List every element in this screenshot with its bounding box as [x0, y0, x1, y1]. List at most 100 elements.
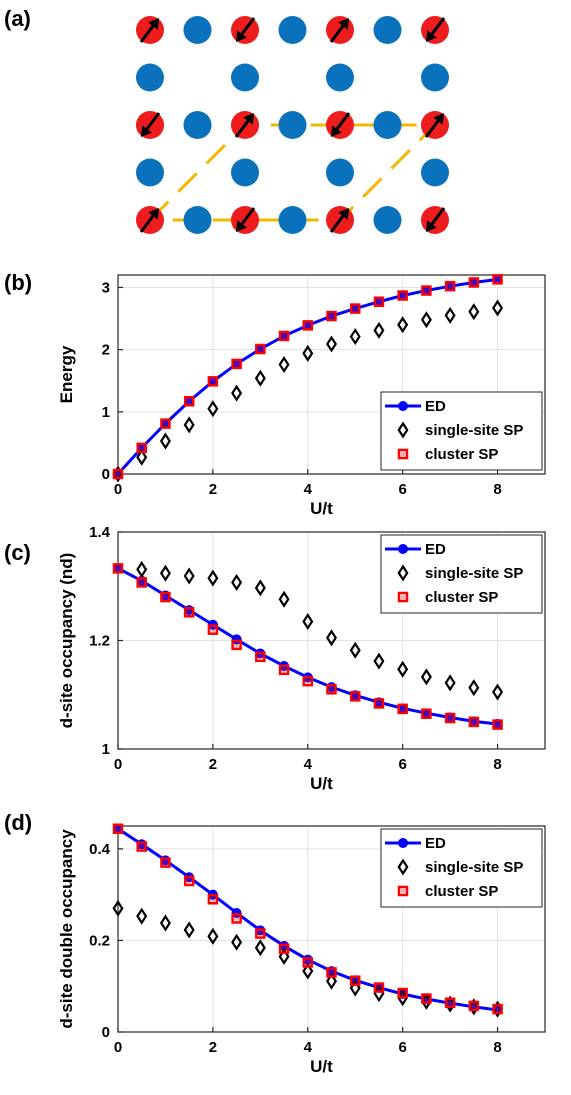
data-point-cluster-fill: [471, 719, 476, 724]
spin-arrow-head: [141, 125, 152, 137]
spin-arrow-head: [243, 113, 254, 125]
data-point-cluster-fill: [163, 595, 168, 600]
data-point-ed: [398, 838, 408, 848]
lattice-panel: (a): [4, 6, 449, 234]
data-point-cluster: [231, 913, 242, 924]
data-point-cluster-fill: [424, 996, 429, 1001]
spin-arrow-shaft: [333, 112, 351, 134]
x-tick-label: 8: [493, 1039, 501, 1056]
data-point-cluster-fill: [163, 860, 168, 865]
spin-arrow-head: [148, 208, 159, 220]
data-point-cluster-fill: [210, 627, 215, 632]
data-point-cluster-fill: [210, 379, 215, 384]
lattice-site: [231, 63, 259, 92]
data-point-cluster: [397, 591, 409, 603]
x-tick-label: 6: [398, 756, 406, 773]
data-point-cluster-fill: [329, 314, 334, 319]
data-point-single-site: [231, 384, 243, 402]
data-point-cluster: [231, 639, 242, 651]
data-point-cluster: [444, 280, 456, 292]
axes-frame: [117, 274, 546, 475]
data-point-single-site: [349, 328, 361, 346]
x-tick-label: 4: [304, 756, 313, 773]
data-point-single-site: [492, 299, 504, 317]
data-point-single-site: [254, 369, 266, 387]
data-point-cluster: [112, 468, 124, 480]
lattice-site: [278, 111, 307, 139]
data-point-single-site: [397, 421, 409, 439]
data-point-cluster: [112, 823, 124, 834]
data-point-cluster: [349, 303, 361, 314]
data-point-single-site: [231, 573, 243, 591]
spin-arrow-head: [338, 18, 349, 30]
legend-entry-label: single-site SP: [425, 859, 523, 876]
data-point-single-site: [373, 652, 385, 670]
data-point-single-site: [159, 914, 171, 932]
y-axis-label: Energy: [57, 345, 76, 403]
data-point-single-site: [183, 921, 195, 939]
data-point-cluster-fill: [353, 978, 358, 983]
data-point-cluster-fill: [495, 722, 500, 727]
data-point-single-site: [325, 629, 338, 647]
spin-arrow-shaft: [143, 112, 161, 134]
data-point-cluster: [183, 607, 195, 618]
x-tick-label: 2: [209, 481, 217, 498]
data-point-cluster: [183, 875, 195, 887]
lattice-site: [183, 16, 212, 44]
data-point-single-site: [468, 679, 480, 697]
x-axis-label: U/t: [310, 774, 333, 793]
spin-arrow-head: [338, 208, 349, 220]
data-point-cluster: [421, 993, 432, 1004]
y-tick-label: 2: [102, 342, 110, 359]
data-point-single-site: [254, 939, 266, 957]
lattice-site: [373, 16, 402, 44]
data-point-cluster-fill: [234, 916, 239, 921]
data-point-cluster-fill: [258, 347, 263, 352]
data-point-cluster: [444, 712, 456, 724]
data-point-cluster: [302, 675, 314, 687]
data-point-cluster-fill: [376, 985, 381, 990]
data-point-single-site: [112, 899, 124, 917]
data-point-cluster: [136, 841, 147, 852]
panel-label-c: (c): [4, 540, 31, 565]
lattice-site: [278, 16, 307, 44]
data-point-cluster: [255, 928, 266, 939]
data-point-cluster-fill: [471, 1003, 476, 1008]
lattice-site: [183, 111, 212, 139]
data-point-single-site: [207, 400, 219, 418]
x-tick-label: 4: [304, 1039, 313, 1056]
y-tick-label: 0.4: [89, 841, 111, 858]
spin-arrow-head: [426, 220, 437, 232]
data-point-single-site: [444, 674, 456, 692]
data-point-cluster-fill: [116, 566, 120, 571]
data-point-single-site: [397, 660, 409, 678]
data-point-cluster-fill: [353, 306, 358, 311]
data-point-cluster-fill: [376, 299, 381, 304]
y-tick-label: 0: [102, 466, 110, 483]
data-point-cluster-fill: [282, 667, 287, 672]
data-point-single-site: [136, 560, 148, 578]
data-point-cluster: [492, 719, 503, 730]
data-point-cluster: [160, 857, 171, 868]
panel-label-b: (b): [4, 270, 32, 295]
data-point-single-site: [397, 858, 409, 876]
data-point-single-site: [207, 569, 219, 587]
y-tick-label: 1: [102, 404, 110, 421]
legend-entry-label: ED: [425, 398, 446, 415]
data-point-cluster-fill: [116, 826, 120, 831]
legend-entry-label: cluster SP: [425, 446, 498, 463]
data-point-cluster-fill: [139, 844, 144, 849]
data-point-cluster-fill: [400, 991, 405, 996]
x-tick-label: 0: [114, 1039, 122, 1056]
data-point-cluster: [373, 296, 385, 307]
lattice-site: [136, 63, 164, 92]
x-tick-label: 0: [114, 481, 122, 498]
data-point-cluster-fill: [401, 452, 405, 456]
data-point-cluster-fill: [329, 970, 334, 975]
data-point-single-site: [444, 306, 456, 324]
data-point-single-site: [302, 962, 314, 980]
data-point-cluster-fill: [163, 421, 168, 426]
data-point-cluster-fill: [187, 610, 192, 615]
